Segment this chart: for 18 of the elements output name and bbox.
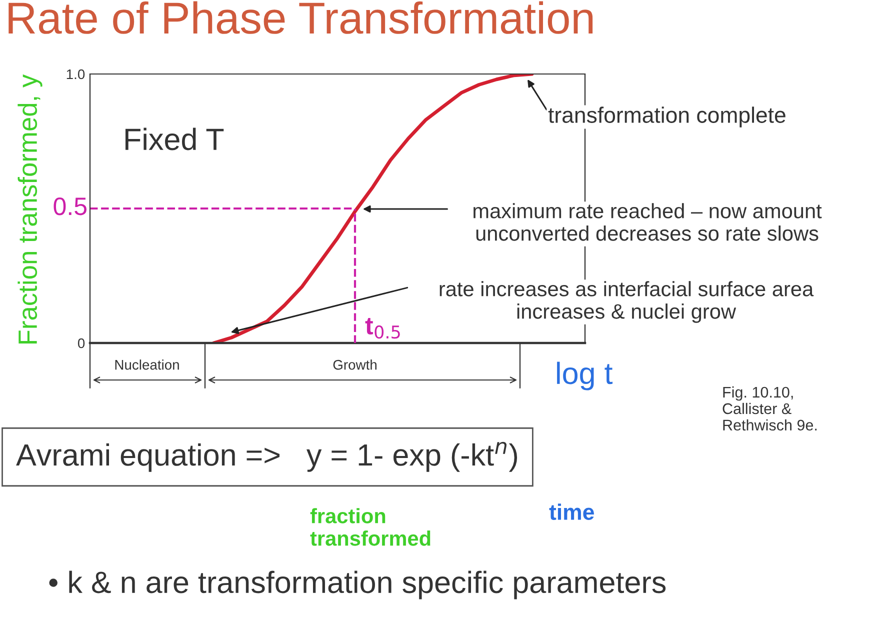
annotation: maximum rate reached – now amount unconverted decreases so rate slows [474,203,822,241]
y-tick-label: 0 [78,338,85,348]
annotation: rate increases as interfacial surface area increases & nuclei grow [440,281,814,323]
y-axis-title: Fraction transformed, y [18,74,42,344]
text: • k & n are transformation specific parameters [49,570,666,600]
ref-line-label: 0.5 [54,198,86,216]
text: Growth [333,360,376,370]
annotation: t$_{0.5}$ [365,318,400,339]
caption: Fig. 10.10, Callister & Rethwisch 9e. [722,386,817,431]
text: fraction transformed [310,508,430,546]
y-tick-label: 1.0 [66,69,85,80]
text: Avrami equation => y = 1- exp (-kt$^{n}$) [16,442,518,472]
annotation: transformation complete [548,106,786,128]
text: time [549,504,594,520]
annotation: Fixed T [126,128,224,150]
x-axis-title: log t [557,362,613,390]
chart-title: Rate of Phase Transformation [8,1,593,34]
text: Nucleation [115,360,179,370]
